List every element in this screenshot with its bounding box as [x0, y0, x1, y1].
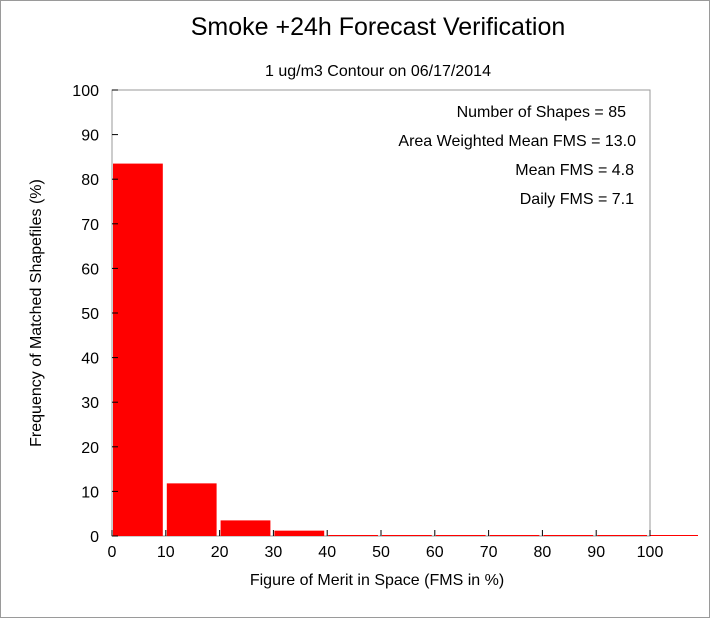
annotation-number-of-shapes: Number of Shapes = 85: [457, 104, 627, 121]
x-tick-label: 60: [426, 544, 444, 561]
histogram-bar: [435, 535, 486, 536]
x-axis-label: Figure of Merit in Space (FMS in %): [250, 572, 504, 589]
histogram-bar: [328, 535, 378, 536]
x-tick-label: 50: [372, 544, 390, 561]
y-tick-label: 50: [81, 306, 99, 323]
y-tick-label: 20: [81, 440, 99, 457]
x-tick-label: 70: [480, 544, 498, 561]
y-tick-label: 70: [81, 217, 99, 234]
histogram-bar: [597, 535, 647, 536]
histogram-bar: [543, 535, 594, 536]
annotation-mean-fms: Mean FMS = 4.8: [515, 162, 634, 179]
x-tick-label: 30: [265, 544, 283, 561]
y-tick-label: 10: [81, 484, 99, 501]
histogram-bar: [220, 520, 271, 536]
histogram-bar: [489, 535, 540, 536]
x-tick-label: 20: [211, 544, 229, 561]
x-tick-label: 0: [108, 544, 117, 561]
y-tick-label: 60: [81, 261, 99, 278]
y-tick-label: 30: [81, 395, 99, 412]
bars-group: [113, 163, 698, 536]
annotation-daily-fms: Daily FMS = 7.1: [520, 191, 634, 208]
histogram-bar: [382, 535, 432, 536]
annotation-area-weighted-mean: Area Weighted Mean FMS = 13.0: [398, 133, 636, 150]
chart-subtitle: 1 ug/m3 Contour on 06/17/2014: [265, 63, 491, 80]
x-tick-label: 80: [534, 544, 552, 561]
chart-title: Smoke +24h Forecast Verification: [191, 13, 566, 41]
y-tick-label: 80: [81, 172, 99, 189]
x-tick-label: 40: [318, 544, 336, 561]
plot-area: [111, 89, 651, 537]
y-tick-label: 0: [90, 529, 99, 546]
y-tick-label: 100: [72, 83, 99, 100]
y-tick-label: 90: [81, 128, 99, 145]
y-axis-label: Frequency of Matched Shapefiles (%): [28, 179, 45, 447]
histogram-bar: [113, 163, 163, 536]
histogram-bar: [274, 530, 325, 536]
x-tick-label: 100: [637, 544, 664, 561]
x-tick-label: 10: [157, 544, 175, 561]
ticks-group: 0 10 20 30 40 50 60 70 80 90 100 0 10 20 30 40 50 60 70 80 9…: [72, 83, 663, 561]
y-tick-label: 40: [81, 351, 99, 368]
x-tick-label: 90: [587, 544, 605, 561]
histogram-bar: [166, 483, 217, 536]
